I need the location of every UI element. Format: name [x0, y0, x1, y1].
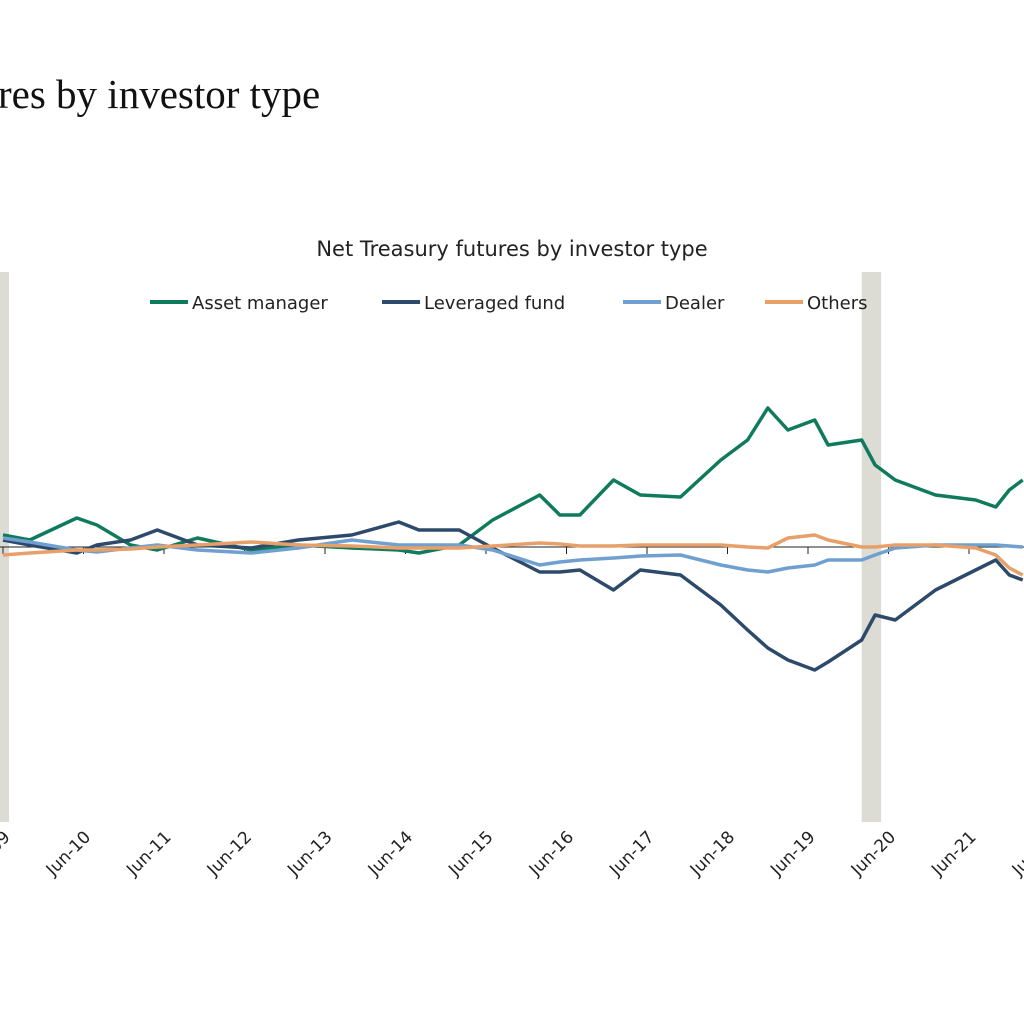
legend-label: Asset manager [192, 293, 328, 314]
x-tick-label: Jun-19 [766, 827, 819, 880]
legend-item: Leveraged fund [382, 293, 565, 314]
legend-item: Others [765, 293, 868, 314]
legend-item: Asset manager [150, 293, 328, 314]
x-tick-label: Jun-20 [847, 827, 900, 880]
x-tick-label: Jun-10 [42, 827, 95, 880]
legend-label: Dealer [665, 293, 725, 314]
series-line-leveraged-fund [2, 520, 1024, 672]
series-line-asset-manager [2, 406, 1024, 555]
x-tick-label: Jun-13 [283, 827, 336, 880]
x-tick-label: Jun-22 [1008, 827, 1024, 880]
x-tick-label: Jun-16 [525, 827, 578, 880]
series-lines [2, 406, 1024, 672]
x-tick-label: Jun-11 [122, 827, 175, 880]
legend: Asset manager Leveraged fund Dealer Others [150, 293, 868, 314]
x-tick-label: Jun-18 [686, 827, 739, 880]
x-tick-label: Jun-09 [0, 827, 15, 880]
chart-title: Net Treasury futures by investor type [316, 237, 707, 261]
legend-label: Others [807, 293, 868, 314]
legend-item: Dealer [623, 293, 725, 314]
x-tick-label: Jun-21 [927, 827, 980, 880]
slide-title: res by investor type [0, 71, 321, 117]
x-tick-label: Jun-17 [605, 827, 658, 880]
x-tick-label: Jun-12 [203, 827, 256, 880]
legend-label: Leveraged fund [424, 293, 565, 314]
series-line-others [2, 533, 1024, 577]
x-tick-label: Jun-14 [364, 827, 417, 880]
x-tick-label: Jun-15 [444, 827, 497, 880]
